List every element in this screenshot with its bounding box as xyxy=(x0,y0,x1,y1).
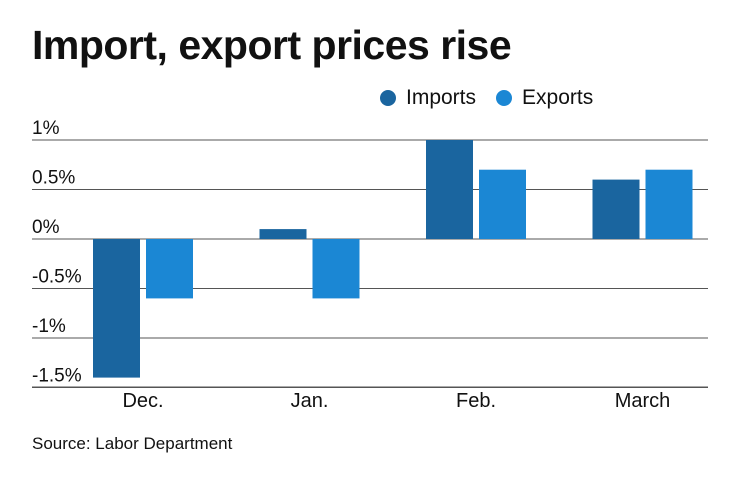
bar-imports-jan xyxy=(259,229,307,239)
x-tick-label: March xyxy=(615,390,671,412)
bar-imports-dec xyxy=(93,239,140,378)
legend-swatch-exports xyxy=(496,90,513,106)
bar-exports-march xyxy=(645,169,693,239)
y-tick-label: 1% xyxy=(32,118,60,139)
legend-swatch-imports xyxy=(380,90,396,106)
y-tick-label: 0.5% xyxy=(32,168,75,189)
y-tick-label: -1.5% xyxy=(32,366,82,387)
legend-item-imports: Imports xyxy=(380,86,476,110)
bar-exports-feb xyxy=(479,169,526,239)
source-note: Source: Labor Department xyxy=(32,434,233,453)
y-tick-label: 0% xyxy=(32,217,60,238)
bar-imports-march xyxy=(592,179,640,239)
x-tick-label: Feb. xyxy=(456,390,496,412)
x-tick-label: Jan. xyxy=(291,390,329,412)
y-tick-label: -1% xyxy=(32,316,66,337)
chart-title: Import, export prices rise xyxy=(32,22,512,68)
bar-exports-dec xyxy=(146,239,193,299)
legend-label-imports: Imports xyxy=(406,86,477,109)
legend: Imports Exports xyxy=(380,86,593,110)
legend-item-exports: Exports xyxy=(496,86,593,110)
y-tick-label: -0.5% xyxy=(32,267,82,288)
bar-exports-jan xyxy=(312,239,360,299)
legend-label-exports: Exports xyxy=(522,86,594,109)
x-tick-label: Dec. xyxy=(122,390,163,412)
bar-imports-feb xyxy=(426,140,473,239)
